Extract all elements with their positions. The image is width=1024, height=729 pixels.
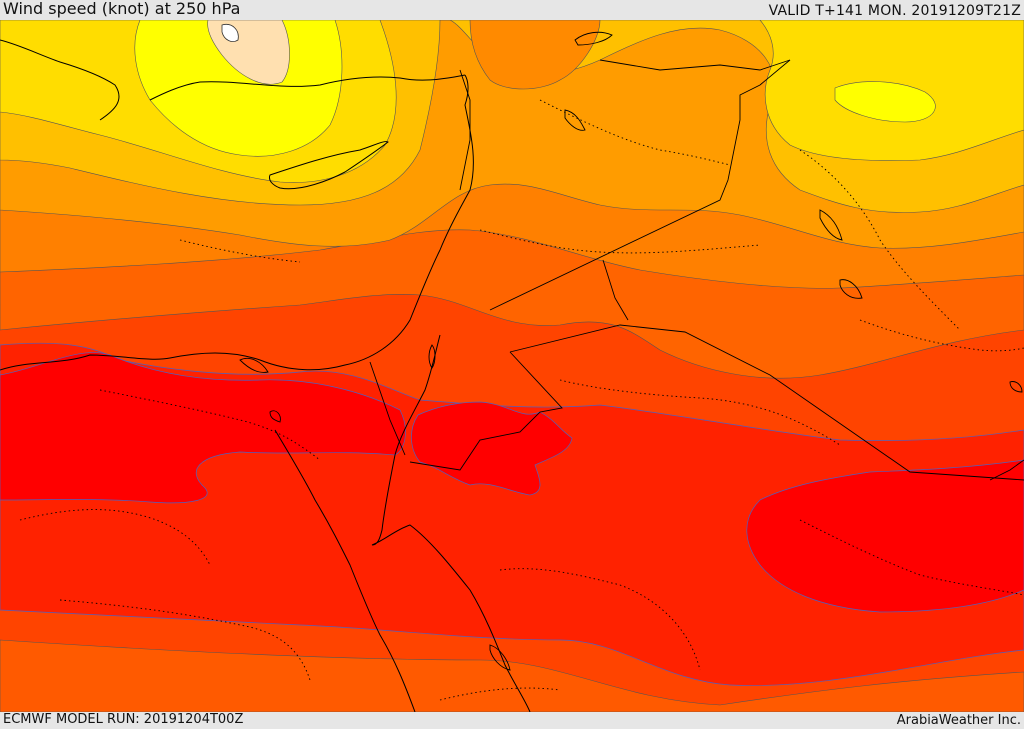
wind-core-yellow-east	[834, 81, 936, 123]
wind-core-yellow-west	[134, 20, 343, 157]
wind-core-red-east	[746, 459, 1024, 613]
wind-patch-north	[469, 20, 601, 90]
model-run: ECMWF MODEL RUN: 20191204T00Z	[3, 712, 244, 727]
credit: ArabiaWeather Inc.	[896, 713, 1021, 728]
wind-core-red-central	[411, 401, 573, 496]
map-title: Wind speed (knot) at 250 hPa	[3, 0, 241, 18]
coastlines	[0, 39, 531, 712]
admin-boundaries	[19, 99, 1024, 701]
valid-time: VALID T+141 MON. 20191209T21Z	[768, 3, 1021, 19]
map-header: Wind speed (knot) at 250 hPa VALID T+141…	[0, 0, 1024, 20]
wind-speed-map	[0, 20, 1024, 712]
map-canvas	[0, 20, 1024, 712]
wind-band-south	[0, 639, 1024, 712]
islands	[239, 31, 1023, 671]
map-footer: ECMWF MODEL RUN: 20191204T00Z ArabiaWeat…	[0, 712, 1024, 729]
borders	[369, 59, 1024, 481]
wind-core-white	[221, 23, 239, 42]
